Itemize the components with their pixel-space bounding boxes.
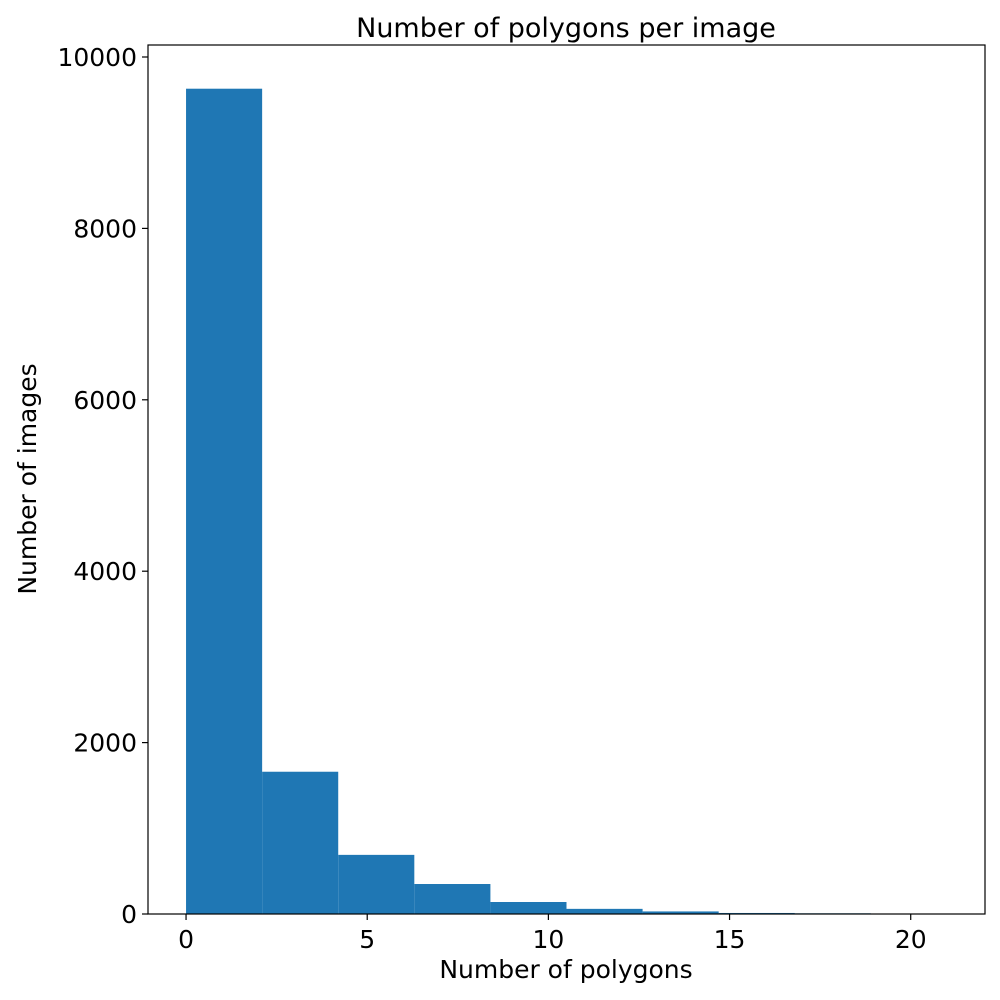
histogram-bar [566, 908, 643, 914]
histogram-bar [414, 884, 491, 914]
y-tick-label: 4000 [73, 557, 137, 586]
y-tick-label: 6000 [73, 386, 137, 415]
y-axis-ticks: 0 2000 4000 6000 8000 10000 [57, 43, 148, 929]
x-tick-label: 0 [178, 925, 194, 954]
x-axis-label: Number of polygons [439, 955, 692, 984]
chart-title: Number of polygons per image [356, 13, 776, 44]
y-tick-label: 2000 [73, 729, 137, 758]
x-tick-label: 10 [532, 925, 564, 954]
histogram-bar [490, 902, 567, 914]
y-tick-label: 0 [121, 900, 137, 929]
x-axis-ticks: 0 5 10 15 20 [178, 914, 927, 954]
y-tick-label: 10000 [57, 43, 137, 72]
x-tick-label: 20 [895, 925, 927, 954]
histogram-bar [186, 88, 263, 915]
x-tick-label: 15 [714, 925, 746, 954]
histogram-bar [338, 854, 415, 914]
y-axis-label: Number of images [13, 363, 42, 594]
plot-frame [147, 44, 986, 915]
bars-group [186, 88, 947, 915]
y-tick-label: 8000 [73, 214, 137, 243]
histogram-bar [642, 911, 719, 914]
x-tick-label: 5 [359, 925, 375, 954]
histogram-bar [262, 771, 339, 914]
